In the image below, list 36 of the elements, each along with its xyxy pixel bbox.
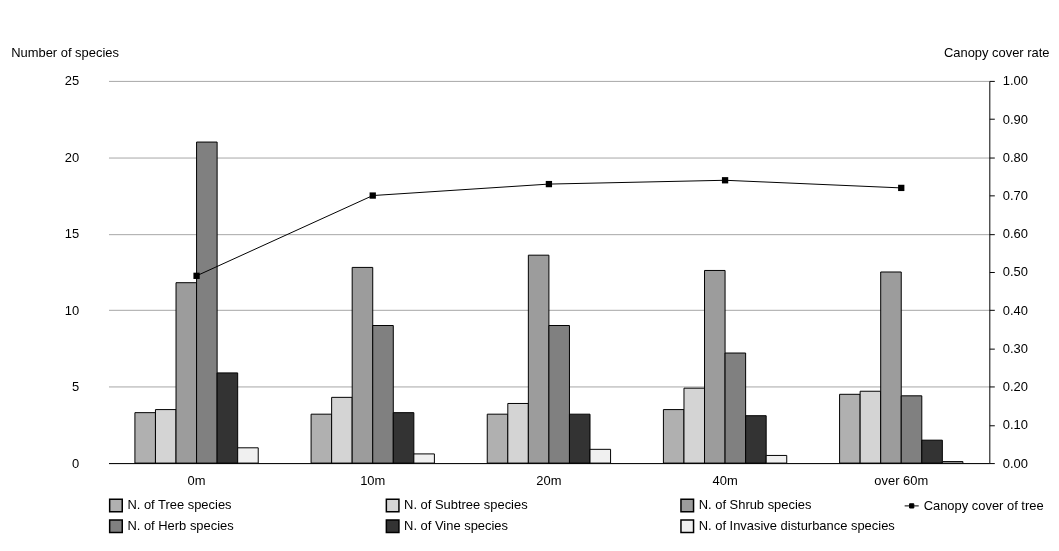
y-tick-label: 15 xyxy=(64,226,80,242)
y2-tick-label: 0.80 xyxy=(1002,149,1028,165)
y-tick-label: 25 xyxy=(64,73,80,89)
legend-label: N. of Invasive disturbance species xyxy=(698,518,895,534)
legend-label: N. of Subtree species xyxy=(404,497,528,513)
legend-label: N. of Herb species xyxy=(127,518,234,534)
y2-tick-label: 1.00 xyxy=(1002,73,1028,89)
legend-label: N. of Tree species xyxy=(127,497,232,513)
y-tick-label: 20 xyxy=(64,149,80,165)
y-tick-label: 10 xyxy=(64,302,80,318)
y2-tick-label: 0.50 xyxy=(1002,264,1028,280)
x-tick-label: 0m xyxy=(187,473,206,489)
legend-label: N. of Vine species xyxy=(404,518,509,534)
y2-tick-label: 0.40 xyxy=(1002,302,1028,318)
point xyxy=(898,184,905,192)
y-axis-title: Number of species xyxy=(11,44,119,60)
x-tick-label: 20m xyxy=(536,473,562,489)
x-tick-label: 40m xyxy=(712,473,738,489)
x-tick-label: 10m xyxy=(360,473,386,489)
y2-tick-label: 0.90 xyxy=(1002,111,1028,127)
y-tick-label: 5 xyxy=(71,379,80,395)
y2-tick-label: 0.30 xyxy=(1002,340,1028,356)
y2-tick-label: 0.10 xyxy=(1002,417,1028,433)
point xyxy=(721,177,729,184)
y2-tick-label: 0.20 xyxy=(1002,379,1028,395)
point xyxy=(369,192,376,199)
y2-tick-label: 0.70 xyxy=(1002,188,1028,204)
legend-label: Canopy cover of tree xyxy=(923,497,1044,513)
y2-axis-title: Canopy cover rate xyxy=(943,44,1050,60)
point xyxy=(193,272,200,279)
y2-tick-label: 0.00 xyxy=(1002,455,1028,471)
y2-tick-label: 0.60 xyxy=(1002,226,1028,242)
y-tick-label: 0 xyxy=(71,455,80,471)
legend-label: N. of Shrub species xyxy=(698,497,812,513)
x-tick-label: over 60m xyxy=(874,473,929,489)
point xyxy=(545,180,553,188)
